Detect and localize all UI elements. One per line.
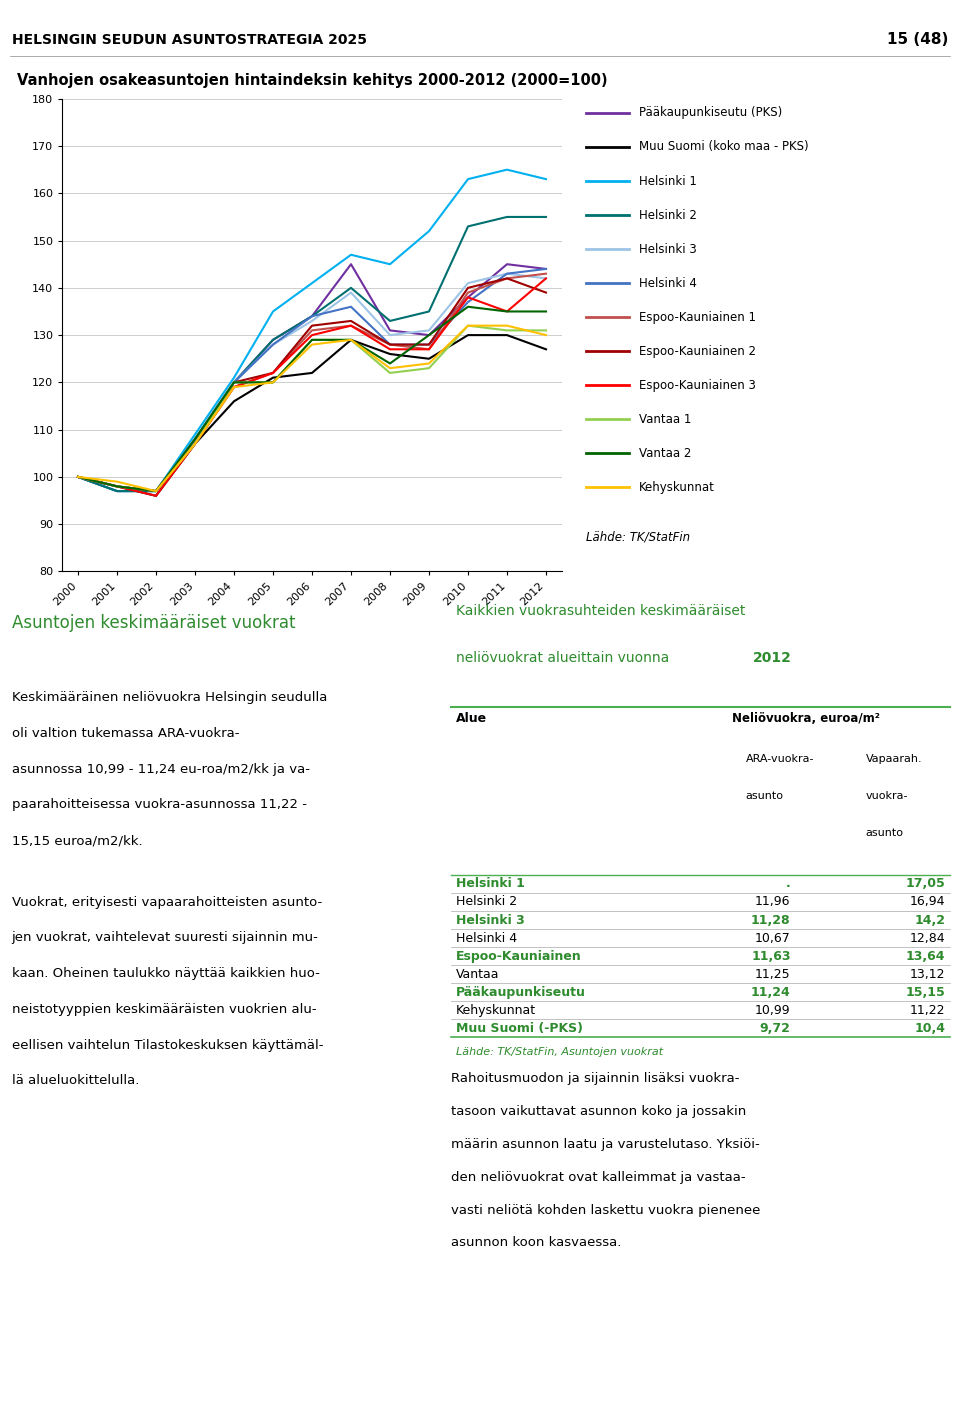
Text: paarahoitteisessa vuokra-asunnossa 11,22 -: paarahoitteisessa vuokra-asunnossa 11,22… bbox=[12, 799, 306, 811]
Text: Lähde: TK/StatFin, Asuntojen vuokrat: Lähde: TK/StatFin, Asuntojen vuokrat bbox=[456, 1047, 663, 1057]
Text: 10,67: 10,67 bbox=[755, 931, 791, 944]
Text: 16,94: 16,94 bbox=[910, 896, 946, 909]
Text: Vantaa: Vantaa bbox=[456, 968, 500, 981]
Text: 11,28: 11,28 bbox=[751, 913, 791, 927]
Text: 15,15: 15,15 bbox=[905, 986, 946, 999]
Text: 17,05: 17,05 bbox=[905, 878, 946, 890]
Text: Vapaarah.: Vapaarah. bbox=[866, 753, 923, 763]
Text: Helsinki 2: Helsinki 2 bbox=[639, 209, 697, 222]
Text: den neliövuokrat ovat kalleimmat ja vastaa-: den neliövuokrat ovat kalleimmat ja vast… bbox=[451, 1171, 746, 1184]
Text: Vantaa 2: Vantaa 2 bbox=[639, 447, 692, 460]
Text: 10,99: 10,99 bbox=[755, 1003, 791, 1017]
Text: Espoo-Kauniainen: Espoo-Kauniainen bbox=[456, 950, 582, 962]
Text: 11,24: 11,24 bbox=[751, 986, 791, 999]
Text: 13,64: 13,64 bbox=[906, 950, 946, 962]
Text: Kaikkien vuokrasuhteiden keskimääräiset: Kaikkien vuokrasuhteiden keskimääräiset bbox=[456, 604, 746, 618]
Text: Kehyskunnat: Kehyskunnat bbox=[639, 481, 715, 494]
Text: Neliövuokra, euroa/m²: Neliövuokra, euroa/m² bbox=[732, 713, 879, 725]
Text: 14,2: 14,2 bbox=[915, 913, 946, 927]
Text: asunto: asunto bbox=[866, 828, 903, 838]
Text: Alue: Alue bbox=[456, 713, 488, 725]
Text: Muu Suomi (koko maa - PKS): Muu Suomi (koko maa - PKS) bbox=[639, 141, 809, 154]
Text: Helsinki 4: Helsinki 4 bbox=[639, 277, 697, 289]
Text: Espoo-Kauniainen 3: Espoo-Kauniainen 3 bbox=[639, 378, 756, 392]
Title: Vanhojen osakeasuntojen hintaindeksin kehitys 2000-2012 (2000=100): Vanhojen osakeasuntojen hintaindeksin ke… bbox=[16, 73, 608, 87]
Text: asunto: asunto bbox=[746, 792, 783, 801]
Text: lä alueluokittelulla.: lä alueluokittelulla. bbox=[12, 1074, 139, 1088]
Text: Helsinki 1: Helsinki 1 bbox=[456, 878, 525, 890]
Text: Vantaa 1: Vantaa 1 bbox=[639, 413, 692, 426]
Text: 13,12: 13,12 bbox=[910, 968, 946, 981]
Text: 11,22: 11,22 bbox=[910, 1003, 946, 1017]
Text: Helsinki 4: Helsinki 4 bbox=[456, 931, 517, 944]
Text: Asuntojen keskimääräiset vuokrat: Asuntojen keskimääräiset vuokrat bbox=[12, 614, 295, 632]
Text: Pääkaupunkiseutu (PKS): Pääkaupunkiseutu (PKS) bbox=[639, 106, 782, 120]
Text: 10,4: 10,4 bbox=[915, 1022, 946, 1034]
Text: Espoo-Kauniainen 2: Espoo-Kauniainen 2 bbox=[639, 344, 756, 357]
Text: Espoo-Kauniainen 1: Espoo-Kauniainen 1 bbox=[639, 310, 756, 323]
Text: 12,84: 12,84 bbox=[910, 931, 946, 944]
Text: 15 (48): 15 (48) bbox=[887, 32, 948, 47]
Text: HELSINGIN SEUDUN ASUNTOSTRATEGIA 2025: HELSINGIN SEUDUN ASUNTOSTRATEGIA 2025 bbox=[12, 32, 367, 47]
Text: eellisen vaihtelun Tilastokeskuksen käyttämäl-: eellisen vaihtelun Tilastokeskuksen käyt… bbox=[12, 1038, 323, 1051]
Text: 11,96: 11,96 bbox=[756, 896, 791, 909]
Text: Vuokrat, erityisesti vapaarahoitteisten asunto-: Vuokrat, erityisesti vapaarahoitteisten … bbox=[12, 896, 322, 909]
Text: Helsinki 3: Helsinki 3 bbox=[639, 243, 697, 255]
Text: jen vuokrat, vaihtelevat suuresti sijainnin mu-: jen vuokrat, vaihtelevat suuresti sijain… bbox=[12, 931, 319, 944]
Text: neliövuokrat alueittain vuonna: neliövuokrat alueittain vuonna bbox=[456, 650, 674, 665]
Text: neistotyyppien keskimääräisten vuokrien alu-: neistotyyppien keskimääräisten vuokrien … bbox=[12, 1003, 316, 1016]
Text: oli valtion tukemassa ARA-vuokra-: oli valtion tukemassa ARA-vuokra- bbox=[12, 727, 239, 739]
Text: Helsinki 2: Helsinki 2 bbox=[456, 896, 517, 909]
Text: vasti neliötä kohden laskettu vuokra pienenee: vasti neliötä kohden laskettu vuokra pie… bbox=[451, 1204, 760, 1216]
Text: 15,15 euroa/m2/kk.: 15,15 euroa/m2/kk. bbox=[12, 834, 142, 847]
Text: 11,25: 11,25 bbox=[755, 968, 791, 981]
Text: asunnossa 10,99 - 11,24 eu-roa/m2/kk ja va-: asunnossa 10,99 - 11,24 eu-roa/m2/kk ja … bbox=[12, 763, 309, 776]
Text: Kehyskunnat: Kehyskunnat bbox=[456, 1003, 537, 1017]
Text: Rahoitusmuodon ja sijainnin lisäksi vuokra-: Rahoitusmuodon ja sijainnin lisäksi vuok… bbox=[451, 1072, 740, 1085]
Text: 9,72: 9,72 bbox=[759, 1022, 791, 1034]
Text: Helsinki 3: Helsinki 3 bbox=[456, 913, 525, 927]
Text: kaan. Oheinen taulukko näyttää kaikkien huo-: kaan. Oheinen taulukko näyttää kaikkien … bbox=[12, 967, 320, 981]
Text: Lähde: TK/StatFin: Lähde: TK/StatFin bbox=[586, 531, 689, 543]
Text: Muu Suomi (-PKS): Muu Suomi (-PKS) bbox=[456, 1022, 583, 1034]
Text: Helsinki 1: Helsinki 1 bbox=[639, 175, 697, 188]
Text: asunnon koon kasvaessa.: asunnon koon kasvaessa. bbox=[451, 1236, 621, 1249]
Text: Pääkaupunkiseutu: Pääkaupunkiseutu bbox=[456, 986, 586, 999]
Text: vuokra-: vuokra- bbox=[866, 792, 908, 801]
Text: 11,63: 11,63 bbox=[751, 950, 791, 962]
Text: .: . bbox=[786, 878, 791, 890]
Text: ARA-vuokra-: ARA-vuokra- bbox=[746, 753, 814, 763]
Text: tasoon vaikuttavat asunnon koko ja jossakin: tasoon vaikuttavat asunnon koko ja jossa… bbox=[451, 1105, 747, 1118]
Text: 2012: 2012 bbox=[754, 650, 792, 665]
Text: määrin asunnon laatu ja varustelutaso. Yksiöi-: määrin asunnon laatu ja varustelutaso. Y… bbox=[451, 1137, 760, 1151]
Text: Keskimääräinen neliövuokra Helsingin seudulla: Keskimääräinen neliövuokra Helsingin seu… bbox=[12, 691, 327, 704]
